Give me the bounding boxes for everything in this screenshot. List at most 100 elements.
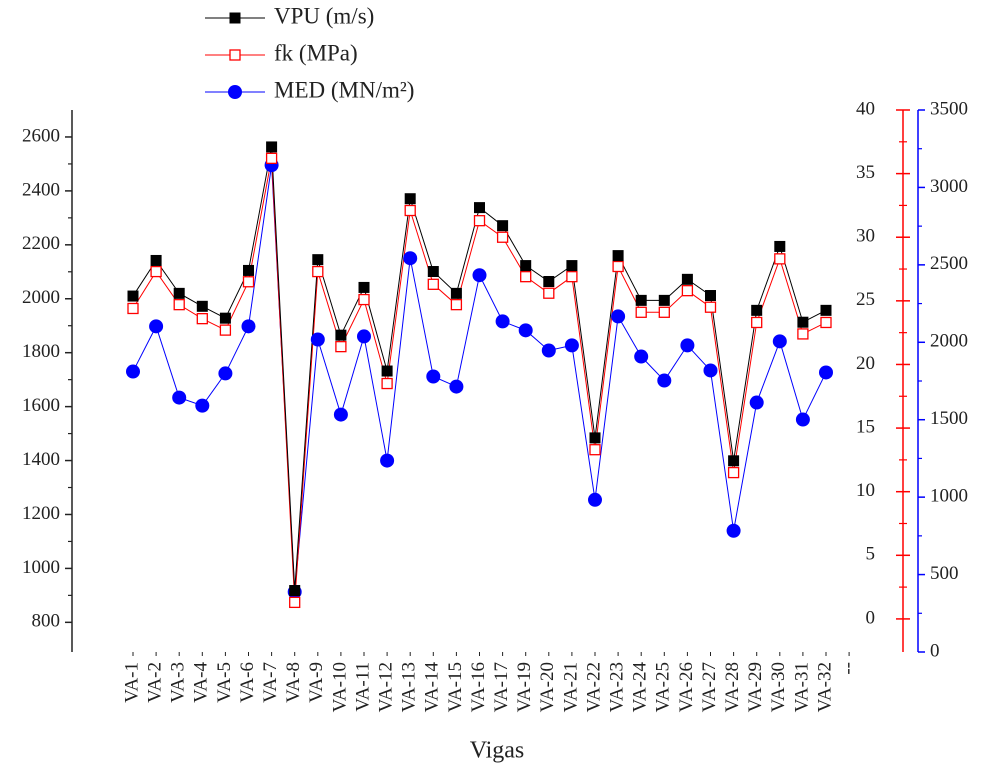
data-point: [335, 329, 347, 341]
data-point: [229, 49, 241, 61]
data-point: [495, 314, 510, 329]
data-point: [474, 202, 485, 214]
data-point: [680, 338, 695, 353]
data-point: [335, 340, 347, 353]
x-tick-label: VA-20: [537, 662, 558, 712]
y-tick-label: 500: [930, 563, 959, 584]
data-point: [126, 364, 140, 379]
data-point: [774, 240, 786, 252]
data-point: [173, 287, 185, 299]
x-tick-label: VA-26: [676, 662, 697, 712]
x-tick-label: VA-2: [144, 662, 165, 703]
y-tick-label: 2200: [22, 233, 60, 254]
data-point: [172, 390, 187, 405]
data-point: [751, 304, 763, 316]
data-point: [726, 523, 741, 538]
data-point: [242, 276, 255, 288]
y-tick-label: 3000: [930, 176, 968, 197]
data-point: [705, 290, 716, 302]
data-point: [173, 299, 185, 311]
x-tick-label: VA-19: [514, 662, 535, 712]
x-axis-title: Vigas: [470, 738, 525, 764]
legend-label: MED (MN/m²): [274, 77, 414, 102]
y-tick-label: 0: [866, 607, 876, 628]
x-tick-label: VA-30: [768, 662, 789, 712]
data-point: [612, 250, 624, 262]
data-point: [820, 316, 832, 329]
data-point: [496, 231, 509, 243]
data-point: [380, 453, 395, 468]
data-point: [149, 319, 164, 334]
x-tick-label: VA-32: [814, 662, 835, 712]
x-tick-label: VA-16: [468, 662, 489, 712]
y-tick-label: 2500: [930, 253, 968, 274]
data-point: [819, 365, 833, 380]
y-tick-label: 35: [856, 162, 875, 183]
y-tick-label: 3500: [930, 98, 968, 119]
y-tick-label: 1000: [930, 486, 968, 507]
y-tick-label: 15: [856, 416, 875, 437]
data-point: [403, 251, 418, 266]
data-point: [520, 271, 532, 283]
x-tick-label: VA-9: [306, 662, 327, 703]
data-point: [358, 281, 370, 293]
data-point: [566, 260, 578, 272]
y-tick-label: 1500: [930, 408, 968, 429]
y-tick-label: 2000: [930, 331, 968, 352]
y-tick-label: 0: [930, 640, 940, 661]
data-point: [450, 287, 462, 299]
data-point: [333, 407, 348, 422]
data-point: [588, 492, 602, 507]
y-tick-label: 2000: [22, 287, 60, 308]
data-point: [589, 444, 601, 456]
legend-label: VPU (m/s): [274, 3, 374, 28]
data-point: [427, 266, 439, 278]
data-point: [657, 373, 672, 388]
data-point: [150, 254, 162, 266]
data-point: [772, 334, 787, 349]
x-tick-label: VA-15: [445, 662, 466, 712]
y-tick-label: 40: [856, 98, 875, 119]
data-point: [611, 309, 626, 324]
x-tick-label: VA-28: [722, 662, 743, 712]
data-point: [795, 412, 810, 427]
data-point: [797, 328, 809, 340]
x-tick-label: VA-4: [191, 662, 212, 703]
y-tick-label: 25: [856, 289, 875, 310]
data-point: [229, 12, 241, 24]
data-point: [381, 365, 393, 377]
data-point: [634, 349, 649, 364]
x-tick-label: VA-5: [214, 662, 235, 703]
data-point: [681, 285, 694, 297]
x-tick-label: VA-25: [653, 662, 674, 712]
x-tick-label: VA-29: [745, 662, 766, 712]
legend-label: fk (MPa): [274, 40, 358, 65]
data-point: [704, 301, 717, 313]
x-tick-label: VA-31: [791, 662, 812, 712]
data-point: [612, 260, 624, 273]
data-point: [357, 329, 371, 344]
x-tick-label: VA-7: [260, 662, 281, 703]
y-tick-label: 2400: [22, 179, 60, 200]
data-point: [195, 398, 210, 413]
data-point: [312, 254, 324, 266]
data-point: [427, 278, 439, 290]
data-point: [310, 332, 325, 347]
x-tick-label: VA-6: [237, 662, 258, 703]
data-point: [243, 264, 254, 276]
data-point: [472, 268, 487, 283]
data-point: [219, 312, 231, 324]
y-tick-label: 1400: [22, 449, 60, 470]
y-tick-label: 1600: [22, 395, 60, 416]
data-point: [228, 85, 242, 99]
data-point: [150, 265, 162, 278]
data-point: [450, 299, 463, 311]
x-tick-label: VA-23: [606, 662, 627, 712]
data-point: [635, 294, 647, 306]
x-tick-label: VA-17: [491, 662, 512, 712]
data-point: [820, 304, 832, 316]
data-point: [265, 152, 278, 164]
x-tick-label: VA-10: [329, 662, 350, 712]
data-point: [218, 366, 233, 381]
